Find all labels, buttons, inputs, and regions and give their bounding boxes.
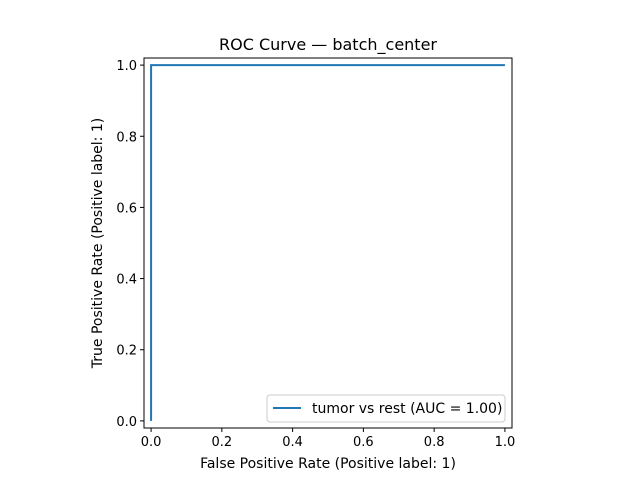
y-tick-label: 0.6 bbox=[116, 201, 137, 216]
x-tick-label: 1.0 bbox=[495, 435, 516, 450]
legend: tumor vs rest (AUC = 1.00) bbox=[266, 394, 506, 423]
x-tick-label: 0.8 bbox=[424, 435, 445, 450]
legend-box bbox=[266, 394, 506, 423]
y-tick-label: 0.4 bbox=[116, 273, 137, 288]
axes-frame bbox=[143, 57, 513, 429]
x-tick-label: 0.6 bbox=[353, 435, 374, 450]
y-tick-label: 0.2 bbox=[116, 344, 137, 359]
chart-title: ROC Curve — batch_center bbox=[219, 35, 437, 55]
roc-curve-line-0 bbox=[150, 64, 505, 421]
y-tick-label: 1.0 bbox=[116, 59, 137, 74]
y-tick-label: 0.8 bbox=[116, 130, 137, 145]
plot-area: 0.0 0.2 0.4 0.6 0.8 1.0 0.0 0.2 0.4 0.6 0.8 1.0 bbox=[116, 57, 516, 450]
x-tick-label: 0.0 bbox=[141, 435, 162, 450]
x-axis-label: False Positive Rate (Positive label: 1) bbox=[200, 456, 456, 472]
x-tick-label: 0.4 bbox=[282, 435, 303, 450]
y-tick-label: 0.0 bbox=[116, 415, 137, 430]
x-tick-label: 0.2 bbox=[212, 435, 233, 450]
legend-entry-label: tumor vs rest (AUC = 1.00) bbox=[312, 401, 502, 417]
y-axis-label: True Positive Rate (Positive label: 1) bbox=[90, 118, 106, 369]
